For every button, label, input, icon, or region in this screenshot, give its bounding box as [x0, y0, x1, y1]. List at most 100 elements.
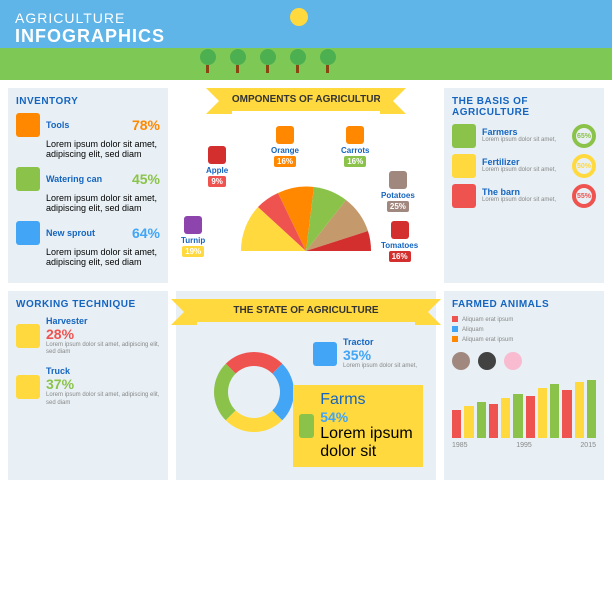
slice-icon: [346, 126, 364, 144]
pie-chart: Turnip 19% Apple 9% Orange 16% Carrots 1…: [176, 121, 436, 261]
header: AGRICULTURE INFOGRAPHICS: [0, 0, 612, 80]
legend-swatch: [452, 316, 458, 322]
tree-icon: [260, 49, 276, 65]
slice-pct: 16%: [274, 156, 296, 167]
slice-label: Apple: [206, 166, 228, 175]
bar: [562, 390, 571, 438]
item-label: Watering can: [46, 174, 126, 184]
legend-swatch: [452, 326, 458, 332]
donut-pct: 50%: [576, 158, 592, 174]
bar: [452, 410, 461, 438]
legend: Aliquam erat ipsum Aliquam Aliquam erat ip…: [452, 316, 596, 344]
pie-label: Turnip 19%: [181, 216, 205, 257]
tree-icon: [290, 49, 306, 65]
farms-icon: [299, 414, 314, 438]
ring-chart: [214, 352, 294, 432]
legend-item: Aliquam erat ipsum: [452, 316, 596, 324]
tractor-icon: [313, 342, 337, 366]
item-label: Tools: [46, 120, 126, 130]
basis-title: The Basis of Agriculture: [452, 96, 596, 118]
bar: [587, 380, 596, 438]
pie-label: Carrots 16%: [341, 126, 369, 167]
slice-pct: 19%: [182, 246, 204, 257]
bar: [575, 382, 584, 438]
working-desc: Lorem ipsum dolor sit amet, adipiscing e…: [46, 392, 160, 406]
item-icon: [16, 167, 40, 191]
working-pct: 28%: [46, 326, 160, 342]
inventory-panel: Inventory Tools 78% Lorem ipsum dolor si…: [8, 88, 168, 283]
bar: [489, 404, 498, 438]
tractor-pct: 35%: [343, 347, 423, 363]
item-label: New sprout: [46, 228, 126, 238]
tree-icon: [230, 49, 246, 65]
farms-box: Farms 54% Lorem ipsum dolor sit: [293, 385, 423, 467]
legend-item: Aliquam erat ipsum: [452, 336, 596, 344]
year-label: 1985: [452, 442, 468, 449]
tractor-label: Tractor: [343, 337, 423, 347]
item-icon: [16, 113, 40, 137]
legend-item: Aliquam: [452, 326, 596, 334]
inventory-title: Inventory: [16, 96, 160, 107]
animals-row: [452, 352, 596, 370]
slice-label: Turnip: [181, 236, 205, 245]
basis-icon: [452, 154, 476, 178]
year-label: 1995: [516, 442, 532, 449]
item-desc: Lorem ipsum dolor sit amet, adipiscing e…: [46, 139, 160, 159]
basis-desc: Lorem ipsum dolor sit amet,: [482, 197, 566, 204]
inventory-item: Tools 78%: [16, 113, 160, 137]
working-panel: Working Technique Harvester 28% Lorem ip…: [8, 291, 168, 480]
state-ribbon: The State of Agriculture: [184, 299, 428, 322]
basis-label: The barn: [482, 187, 566, 197]
working-pct: 37%: [46, 376, 160, 392]
slice-label: Tomatoes: [381, 241, 418, 250]
state-panel: The State of Agriculture Tractor 35% Lor…: [176, 291, 436, 480]
header-line2: INFOGRAPHICS: [15, 26, 597, 47]
bar: [526, 396, 535, 438]
state-content: Tractor 35% Lorem ipsum dolor sit amet, …: [184, 332, 428, 472]
working-label: Truck: [46, 366, 160, 376]
basis-item: Fertilizer Lorem ipsum dolor sit amet, 5…: [452, 154, 596, 178]
item-desc: Lorem ipsum dolor sit amet, adipiscing e…: [46, 193, 160, 213]
donut-icon: 55%: [572, 184, 596, 208]
donut-icon: 65%: [572, 124, 596, 148]
slice-pct: 25%: [387, 201, 409, 212]
bar-chart: [452, 378, 596, 438]
year-label: 2015: [580, 442, 596, 449]
item-pct: 78%: [132, 117, 160, 133]
legend-swatch: [452, 336, 458, 342]
bar: [538, 388, 547, 438]
top-grid: Inventory Tools 78% Lorem ipsum dolor si…: [0, 80, 612, 291]
basis-label: Fertilizer: [482, 157, 566, 167]
working-item: Truck 37% Lorem ipsum dolor sit amet, ad…: [16, 366, 160, 406]
animal-icon: [504, 352, 522, 370]
slice-icon: [389, 171, 407, 189]
legend-text: Aliquam erat ipsum: [462, 317, 513, 323]
inventory-item: Watering can 45%: [16, 167, 160, 191]
item-pct: 45%: [132, 171, 160, 187]
working-item: Harvester 28% Lorem ipsum dolor sit amet…: [16, 316, 160, 356]
bar: [501, 398, 510, 438]
item-desc: Lorem ipsum dolor sit amet, adipiscing e…: [46, 247, 160, 267]
basis-panel: The Basis of Agriculture Farmers Lorem i…: [444, 88, 604, 283]
vehicle-icon: [16, 375, 40, 399]
item-icon: [16, 221, 40, 245]
donut-icon: 50%: [572, 154, 596, 178]
donut-pct: 55%: [576, 188, 592, 204]
bar: [550, 384, 559, 438]
legend-text: Aliquam: [462, 327, 484, 333]
slice-icon: [391, 221, 409, 239]
farms-pct: 54%: [320, 409, 417, 425]
tractor-desc: Lorem ipsum dolor sit amet,: [343, 363, 423, 370]
pie-label: Potatoes 25%: [381, 171, 415, 212]
tree-icon: [200, 49, 216, 65]
basis-desc: Lorem ipsum dolor sit amet,: [482, 137, 566, 144]
slice-icon: [208, 146, 226, 164]
working-title: Working Technique: [16, 299, 160, 310]
inventory-item: New sprout 64%: [16, 221, 160, 245]
legend-text: Aliquam erat ipsum: [462, 337, 513, 343]
bar: [513, 394, 522, 438]
components-ribbon: Components of Agriculture: [219, 88, 394, 111]
bottom-grid: Working Technique Harvester 28% Lorem ip…: [0, 291, 612, 488]
slice-label: Orange: [271, 146, 299, 155]
slice-pct: 16%: [389, 251, 411, 262]
